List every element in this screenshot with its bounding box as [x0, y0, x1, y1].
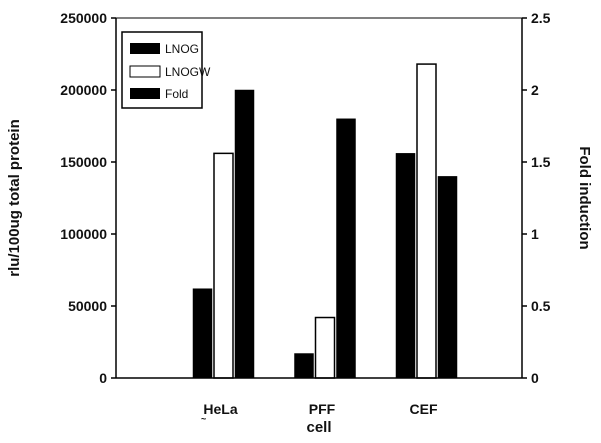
legend-label-lnog: LNOG	[165, 42, 199, 56]
x-axis-title: cell	[306, 419, 331, 436]
left-tick-label: 150000	[60, 154, 107, 170]
bars	[193, 64, 457, 378]
x-tick-label: HeLa	[203, 401, 237, 417]
x-axis-tick-labels: HeLa PFF CEF	[203, 401, 438, 417]
left-axis-ticks: 0 50000 100000 150000 200000 250000	[60, 10, 116, 386]
left-tick-label: 250000	[60, 10, 107, 26]
right-axis-ticks: 0 0.5 1 1.5 2 2.5	[522, 10, 551, 386]
bar-lnogw-pff	[316, 318, 335, 378]
right-tick-label: 2	[531, 82, 539, 98]
left-tick-label: 50000	[68, 298, 107, 314]
right-tick-label: 2.5	[531, 10, 551, 26]
bar-lnogw-cef	[417, 64, 436, 378]
legend-label-fold: Fold	[165, 87, 188, 101]
legend: LNOG LNOGW Fold	[122, 32, 211, 108]
legend-swatch-lnogw	[130, 66, 160, 77]
x-tick-label: PFF	[309, 401, 336, 417]
left-tick-label: 100000	[60, 226, 107, 242]
right-tick-label: 0	[531, 370, 539, 386]
bar-lnogw-hela	[214, 153, 233, 378]
left-tick-label: 0	[99, 370, 107, 386]
bar-lnog-cef	[396, 153, 415, 378]
legend-label-lnogw: LNOGW	[165, 65, 211, 79]
legend-swatch-lnog	[130, 43, 160, 54]
stray-mark: ~	[201, 414, 206, 424]
y-axis-title: rlu/100ug total protein	[6, 119, 23, 277]
bar-fold-cef	[438, 176, 457, 378]
bar-lnog-pff	[295, 354, 314, 378]
right-tick-label: 1	[531, 226, 539, 242]
bar-fold-pff	[337, 119, 356, 378]
legend-swatch-fold	[130, 88, 160, 99]
right-tick-label: 0.5	[531, 298, 551, 314]
left-tick-label: 200000	[60, 82, 107, 98]
y2-axis-title: Fold induction	[576, 146, 593, 249]
bar-lnog-hela	[193, 289, 212, 378]
right-tick-label: 1.5	[531, 154, 551, 170]
x-tick-label: CEF	[410, 401, 438, 417]
bar-fold-hela	[235, 90, 254, 378]
